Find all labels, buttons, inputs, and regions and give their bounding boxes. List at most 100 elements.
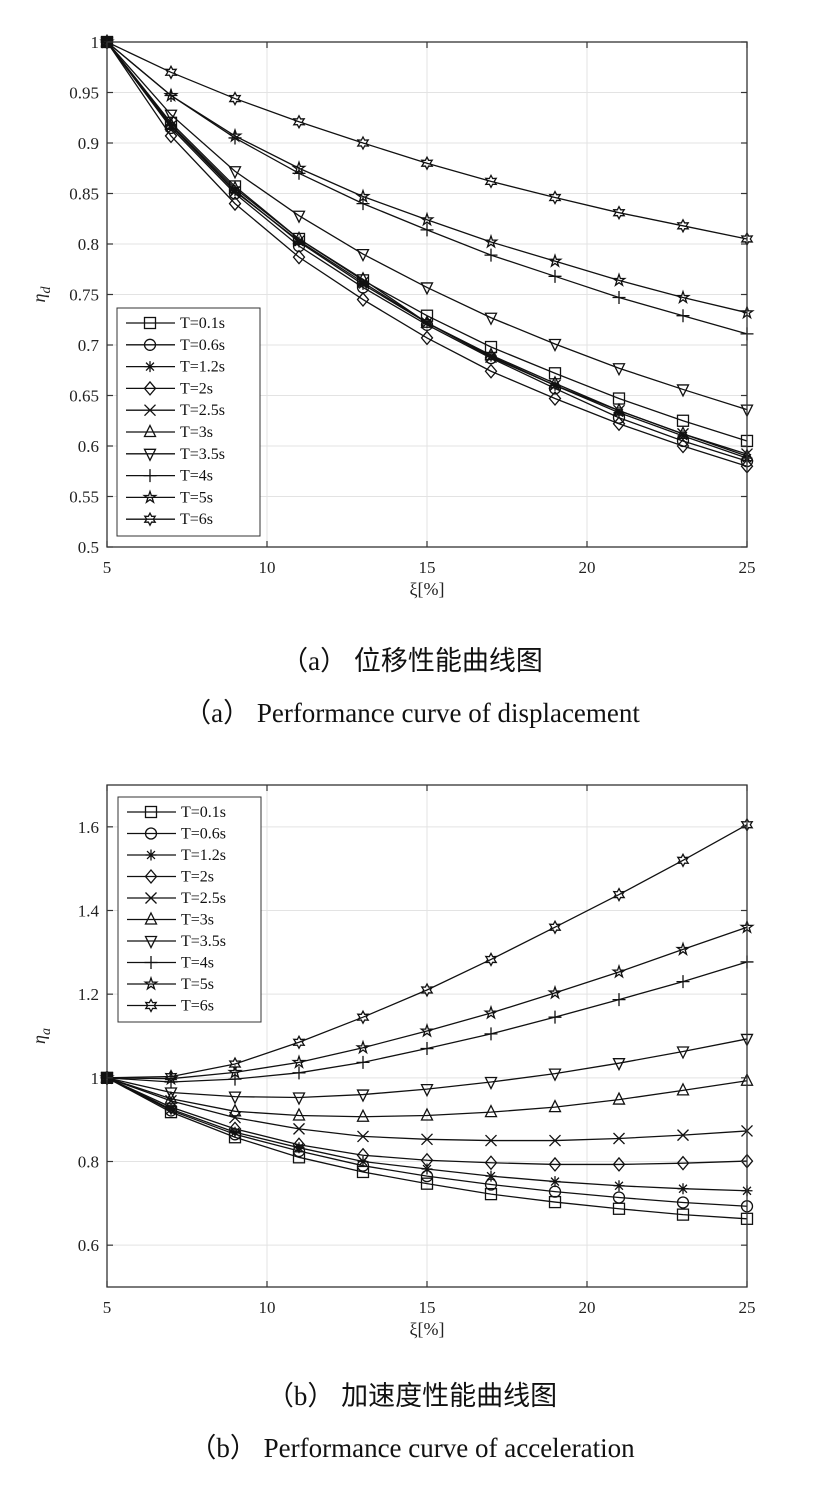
chart-a-xtick-label: 10 bbox=[259, 558, 276, 577]
chart-a-data-point bbox=[612, 363, 626, 377]
chart-b-data-point bbox=[612, 1156, 626, 1172]
chart-b-xtick-label: 25 bbox=[739, 1298, 756, 1317]
chart-b-data-point bbox=[676, 1082, 690, 1096]
chart-b-x-axis-label: ξ[%] bbox=[409, 1319, 444, 1339]
chart-a-ytick-label: 0.65 bbox=[69, 387, 99, 406]
chart-b-data-point bbox=[613, 1180, 625, 1192]
chart-b-data-point bbox=[420, 1042, 434, 1056]
chart-b-legend-label: T=3.5s bbox=[181, 933, 226, 950]
chart-a-series-line bbox=[106, 41, 748, 314]
chart-a-data-point bbox=[612, 205, 626, 221]
chart-b-data-point bbox=[356, 1089, 370, 1103]
chart-b-data-point bbox=[549, 1176, 561, 1188]
chart-b-data-point bbox=[484, 1104, 498, 1118]
chart-a-data-point bbox=[292, 249, 306, 265]
chart-b-data-point bbox=[677, 1129, 689, 1142]
chart-b-data-point bbox=[548, 1010, 562, 1024]
chart-b-data-point bbox=[292, 1107, 306, 1121]
chart-b-xtick-label: 5 bbox=[103, 1298, 112, 1317]
chart-b-series-line bbox=[106, 1077, 748, 1166]
chart-a-data-point bbox=[547, 253, 563, 268]
chart-a-legend-label: T=5s bbox=[180, 489, 213, 506]
chart-a-data-point bbox=[548, 375, 562, 389]
chart-b-data-point bbox=[356, 1147, 370, 1163]
chart-b-data-point bbox=[483, 1004, 499, 1020]
chart-a-data-point bbox=[677, 430, 689, 442]
chart-b-data-point bbox=[292, 1034, 306, 1050]
chart-a-legend-label: T=6s bbox=[180, 511, 213, 528]
chart-b-series-line bbox=[106, 926, 748, 1080]
chart-b-legend-label: T=4s bbox=[181, 955, 214, 972]
chart-b-y-axis-label: ηa bbox=[29, 1028, 54, 1044]
chart-b-series-9 bbox=[100, 817, 754, 1086]
chart-b-ytick-label: 0.8 bbox=[78, 1153, 99, 1172]
chart-a-legend-marker bbox=[144, 361, 156, 373]
chart-a-legend-marker bbox=[143, 511, 157, 527]
chart-b-data-point bbox=[420, 982, 434, 998]
chart-b-data-point bbox=[292, 1137, 306, 1153]
chart-b-data-point bbox=[548, 1068, 562, 1082]
chart-a-series-line bbox=[106, 41, 748, 467]
chart-b-legend-marker bbox=[143, 975, 159, 991]
chart-b-data-point bbox=[293, 1142, 305, 1154]
chart-b-data-point bbox=[547, 984, 563, 1000]
chart-a-data-point bbox=[485, 350, 497, 362]
chart-a-data-point bbox=[356, 292, 370, 308]
caption-b-english: （b） Performance curve of acceleration bbox=[189, 1433, 635, 1463]
chart-a-legend-label: T=2s bbox=[180, 380, 213, 397]
chart-b-data-point bbox=[676, 852, 690, 868]
chart-a-legend-item: T=0.1s bbox=[126, 315, 225, 332]
chart-b-legend-marker bbox=[144, 805, 158, 819]
chart-a-legend-label: T=1.2s bbox=[180, 359, 225, 376]
chart-a-data-point bbox=[164, 64, 178, 80]
chart-a-y-axis-label: ηd bbox=[29, 286, 54, 303]
chart-a-legend-item: T=2.5s bbox=[126, 402, 225, 419]
chart-a-data-point bbox=[484, 312, 498, 326]
chart-b-data-point bbox=[164, 1090, 178, 1104]
chart-a-data-point bbox=[292, 210, 306, 224]
chart-a-data-point bbox=[228, 91, 242, 106]
chart-b-data-point bbox=[676, 975, 690, 989]
chart-b-data-point bbox=[613, 1132, 625, 1145]
chart-a-legend-item: T=3s bbox=[126, 424, 213, 441]
chart-a-data-point bbox=[676, 309, 690, 323]
chart-a-data-point bbox=[164, 109, 178, 123]
chart-b-legend-item: T=1.2s bbox=[127, 847, 226, 864]
chart-b-legend-item: T=5s bbox=[127, 975, 214, 993]
chart-a-legend: T=0.1s T=0.6s T=1.2s T=2s T=2.5s T=3s T=3.5s T=… bbox=[116, 307, 261, 537]
chart-a-legend-label: T=0.6s bbox=[180, 337, 225, 354]
chart-a-data-point bbox=[291, 160, 307, 175]
chart-a-legend-marker bbox=[142, 489, 158, 504]
chart-b-ytick-label: 1.2 bbox=[78, 985, 99, 1004]
chart-a-data-point bbox=[548, 367, 562, 380]
chart-a-legend-item: T=6s bbox=[126, 511, 213, 528]
chart-b-data-point bbox=[484, 952, 498, 967]
chart-a-data-point bbox=[548, 338, 562, 352]
chart-a-data-point bbox=[676, 218, 690, 234]
chart-a-legend-marker bbox=[143, 424, 157, 438]
chart-b-legend-label: T=0.6s bbox=[181, 826, 226, 843]
chart-a-legend-marker bbox=[143, 448, 157, 462]
chart-b-legend-label: T=2s bbox=[181, 869, 214, 886]
chart-b-xtick-label: 20 bbox=[579, 1298, 596, 1317]
chart-b-data-point bbox=[355, 1039, 371, 1055]
chart-b-series-line bbox=[106, 1077, 748, 1220]
chart-a-legend-item: T=1.2s bbox=[126, 359, 225, 376]
chart-a-data-point bbox=[612, 291, 626, 305]
chart-b-data-point bbox=[227, 1064, 243, 1079]
chart-b-legend-item: T=0.6s bbox=[127, 826, 226, 843]
chart-a-data-point bbox=[612, 416, 626, 432]
chart-a-data-point bbox=[356, 135, 370, 151]
chart-a-series-3 bbox=[100, 34, 754, 474]
chart-a-legend-item: T=3.5s bbox=[126, 446, 225, 463]
chart-a-ytick-label: 0.6 bbox=[78, 437, 99, 456]
chart-b-data-point bbox=[677, 1183, 689, 1195]
chart-b-legend-marker bbox=[145, 892, 157, 904]
chart-a-data-point bbox=[292, 114, 306, 130]
chart-b-ytick-label: 1.6 bbox=[78, 818, 99, 837]
chart-a-ytick-label: 0.9 bbox=[78, 134, 99, 153]
chart-b-data-point bbox=[420, 1083, 434, 1098]
chart-b-series-line bbox=[106, 1038, 748, 1099]
chart-a-data-point bbox=[484, 173, 498, 189]
